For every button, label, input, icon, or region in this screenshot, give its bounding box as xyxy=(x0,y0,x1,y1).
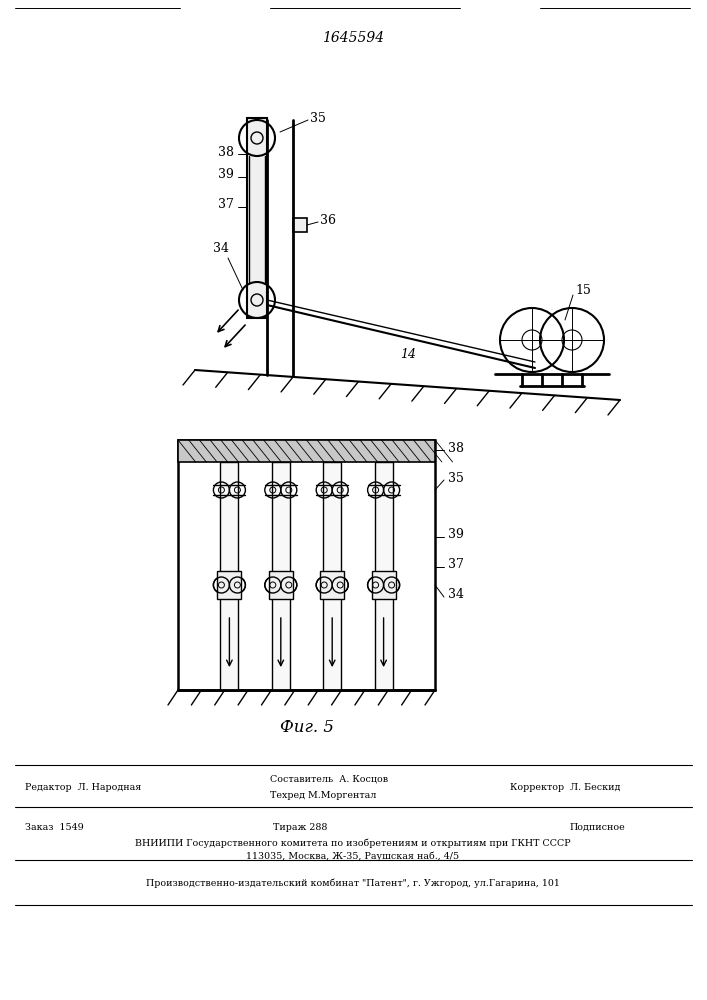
Text: 39: 39 xyxy=(218,168,234,182)
Text: 14: 14 xyxy=(400,349,416,361)
Text: Производственно-издательский комбинат "Патент", г. Ужгород, ул.Гагарина, 101: Производственно-издательский комбинат "П… xyxy=(146,878,560,888)
Bar xyxy=(221,462,238,690)
Bar xyxy=(247,118,267,318)
Text: 39: 39 xyxy=(448,528,464,542)
Text: Редактор  Л. Народная: Редактор Л. Народная xyxy=(25,782,141,792)
Text: Фиг. 5: Фиг. 5 xyxy=(280,720,334,736)
Bar xyxy=(320,571,344,599)
Text: 38: 38 xyxy=(218,145,234,158)
Text: 15: 15 xyxy=(575,284,591,296)
Text: 36: 36 xyxy=(320,214,336,227)
Bar xyxy=(178,440,435,462)
Text: Тираж 288: Тираж 288 xyxy=(273,822,327,832)
Text: 34: 34 xyxy=(213,241,229,254)
Text: ВНИИПИ Государственного комитета по изобретениям и открытиям при ГКНТ СССР: ВНИИПИ Государственного комитета по изоб… xyxy=(135,838,571,848)
Text: 37: 37 xyxy=(218,198,234,212)
Bar xyxy=(178,440,435,690)
Text: 34: 34 xyxy=(448,588,464,601)
Text: 38: 38 xyxy=(448,442,464,454)
Bar xyxy=(372,571,396,599)
Text: 113035, Москва, Ж-35, Раушская наб., 4/5: 113035, Москва, Ж-35, Раушская наб., 4/5 xyxy=(247,851,460,861)
Text: Корректор  Л. Бескид: Корректор Л. Бескид xyxy=(510,782,620,792)
Text: Заказ  1549: Заказ 1549 xyxy=(25,822,83,832)
Text: 35: 35 xyxy=(448,472,464,485)
Text: 35: 35 xyxy=(310,111,326,124)
Bar xyxy=(293,218,307,232)
Text: Техред М.Моргентал: Техред М.Моргентал xyxy=(270,790,376,800)
Bar xyxy=(217,571,241,599)
Bar xyxy=(271,462,290,690)
Text: 1645594: 1645594 xyxy=(322,31,384,45)
Bar xyxy=(323,462,341,690)
Bar xyxy=(269,571,293,599)
Text: Подписное: Подписное xyxy=(570,822,626,832)
Bar xyxy=(375,462,392,690)
Text: Составитель  А. Косцов: Составитель А. Косцов xyxy=(270,774,388,784)
Text: 37: 37 xyxy=(448,558,464,572)
